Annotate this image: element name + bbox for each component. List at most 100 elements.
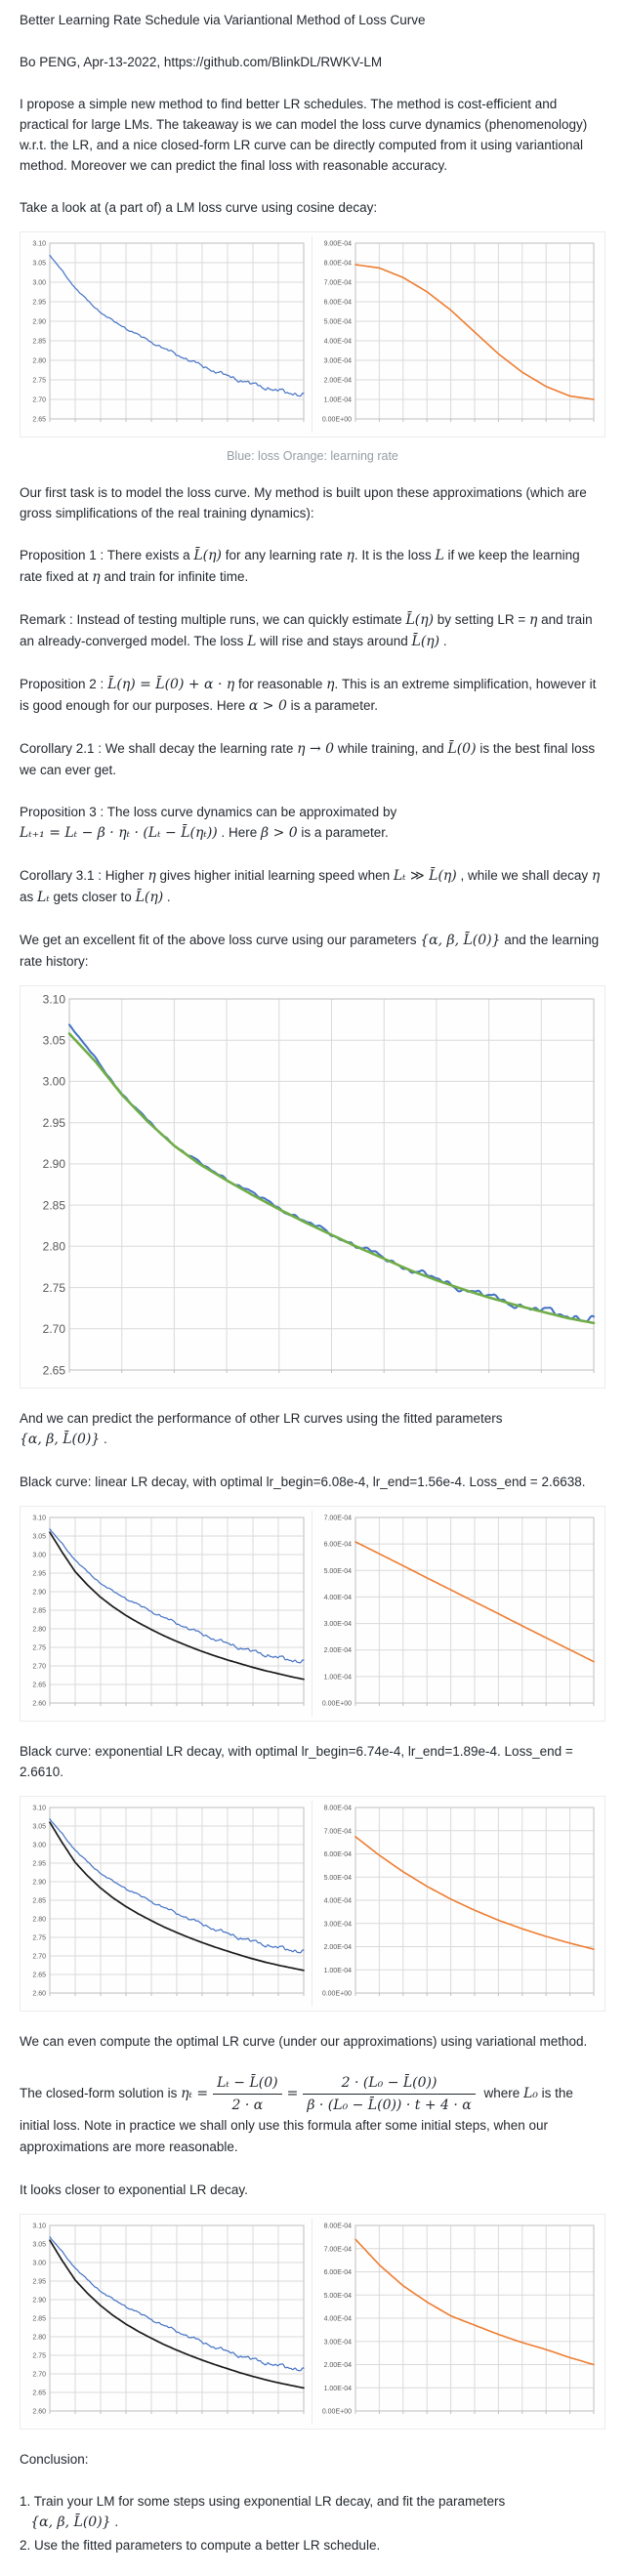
svg-text:2.95: 2.95 xyxy=(32,2279,46,2286)
svg-text:0.00E+00: 0.00E+00 xyxy=(322,1701,352,1708)
proposition-2: Proposition 2 : L̄(η) = L̄(0) + α · η fo… xyxy=(20,677,597,714)
svg-text:3.05: 3.05 xyxy=(32,2242,46,2249)
closer-paragraph: It looks closer to exponential LR decay. xyxy=(20,2182,248,2197)
take-look-paragraph: Take a look at (a part of) a LM loss cur… xyxy=(20,200,378,215)
svg-text:2.90: 2.90 xyxy=(32,319,46,326)
svg-text:2.85: 2.85 xyxy=(32,339,46,346)
svg-text:3.00E-04: 3.00E-04 xyxy=(324,358,353,365)
svg-text:0.00E+00: 0.00E+00 xyxy=(322,1991,352,1998)
loss-chart-cosine: 3.10 3.05 3.00 2.95 2.90 2.85 2.80 2.75 2.70 2.65 xyxy=(24,236,311,433)
page-title: Better Learning Rate Schedule via Varian… xyxy=(20,13,426,27)
figure-caption: Blue: loss Orange: learning rate xyxy=(227,449,398,463)
svg-text:2.80: 2.80 xyxy=(32,358,46,365)
remark: Remark : Instead of testing multiple run… xyxy=(20,612,593,649)
svg-text:3.10: 3.10 xyxy=(43,992,66,1006)
conclusion-heading: Conclusion: xyxy=(20,2452,89,2467)
loss-chart-exponential: 3.10 3.05 3.00 2.95 2.90 2.85 2.80 2.75 2.70 2.65… xyxy=(24,1801,311,2007)
conclusion-item-1: 1. Train your LM for some steps using ex… xyxy=(20,2494,506,2530)
linear-decay-paragraph: Black curve: linear LR decay, with optim… xyxy=(20,1475,586,1489)
corollary-3-1: Corollary 3.1 : Higher η gives higher in… xyxy=(20,868,601,905)
svg-text:2.75: 2.75 xyxy=(43,1281,66,1295)
svg-text:4.00E-04: 4.00E-04 xyxy=(324,339,353,346)
svg-text:2.70: 2.70 xyxy=(32,1664,46,1671)
svg-text:2.70: 2.70 xyxy=(43,1322,66,1336)
svg-text:2.80: 2.80 xyxy=(32,1917,46,1924)
svg-text:1.00E-04: 1.00E-04 xyxy=(324,397,353,404)
svg-text:2.65: 2.65 xyxy=(43,1363,66,1377)
byline: Bo PENG, Apr-13-2022, https://github.com… xyxy=(20,55,383,69)
loss-panel: 3.10 3.05 3.00 2.95 2.90 2.85 2.80 2.75 2.70 2.65… xyxy=(24,1801,311,2007)
svg-text:2.95: 2.95 xyxy=(43,1116,66,1130)
svg-text:2.90: 2.90 xyxy=(43,1157,66,1171)
svg-text:2.65: 2.65 xyxy=(32,417,46,424)
loss-panel: 3.10 3.05 3.00 2.95 2.90 2.85 2.80 2.75 2.70 2.65 xyxy=(24,236,311,433)
svg-text:1.00E-04: 1.00E-04 xyxy=(324,1674,353,1681)
svg-text:7.00E-04: 7.00E-04 xyxy=(324,1516,353,1522)
figure-exp-decay-pair: 3.10 3.05 3.00 2.95 2.90 2.85 2.80 2.75 2.70 2.65… xyxy=(20,1796,605,2012)
conclusion-item-2: 2. Use the fitted parameters to compute … xyxy=(20,2538,381,2553)
svg-text:0.00E+00: 0.00E+00 xyxy=(322,417,352,424)
svg-text:2.90: 2.90 xyxy=(32,1590,46,1597)
lr-chart-variational: 8.00E-04 7.00E-04 6.00E-04 5.00E-04 4.00E-04… xyxy=(314,2219,601,2425)
svg-text:3.05: 3.05 xyxy=(32,261,46,268)
svg-text:2.75: 2.75 xyxy=(32,378,46,385)
svg-text:8.00E-04: 8.00E-04 xyxy=(324,1806,353,1812)
svg-text:2.85: 2.85 xyxy=(43,1198,66,1212)
figure-variational-pair: 3.10 3.05 3.00 2.95 2.90 2.85 2.80 2.75 2.70 2.65… xyxy=(20,2214,605,2430)
svg-text:3.00E-04: 3.00E-04 xyxy=(324,1921,353,1928)
svg-text:2.65: 2.65 xyxy=(32,2390,46,2397)
lr-panel: 8.00E-04 7.00E-04 6.00E-04 5.00E-04 4.00E-04… xyxy=(312,1801,601,2007)
svg-text:3.05: 3.05 xyxy=(32,1534,46,1541)
svg-text:2.95: 2.95 xyxy=(32,1861,46,1868)
lr-panel: 8.00E-04 7.00E-04 6.00E-04 5.00E-04 4.00E-04… xyxy=(312,2219,601,2425)
lr-chart-cosine: 9.00E-04 8.00E-04 7.00E-04 6.00E-04 5.00E-04… xyxy=(314,236,601,433)
svg-text:0.00E+00: 0.00E+00 xyxy=(322,2409,352,2416)
svg-text:2.60: 2.60 xyxy=(32,2409,46,2416)
svg-text:8.00E-04: 8.00E-04 xyxy=(324,261,353,268)
svg-text:7.00E-04: 7.00E-04 xyxy=(324,1828,353,1835)
optimal-lr-paragraph: We can even compute the optimal LR curve… xyxy=(20,2034,588,2049)
svg-text:6.00E-04: 6.00E-04 xyxy=(324,300,353,307)
svg-text:2.80: 2.80 xyxy=(43,1240,66,1254)
svg-text:2.70: 2.70 xyxy=(32,397,46,404)
svg-text:2.65: 2.65 xyxy=(32,1973,46,1979)
svg-text:5.00E-04: 5.00E-04 xyxy=(324,1875,353,1882)
svg-text:3.05: 3.05 xyxy=(43,1034,66,1048)
svg-text:2.60: 2.60 xyxy=(32,1991,46,1998)
svg-text:2.90: 2.90 xyxy=(32,1880,46,1887)
svg-text:3.00E-04: 3.00E-04 xyxy=(324,2339,353,2346)
loss-panel: 3.10 3.05 3.00 2.95 2.90 2.85 2.80 2.75 2.70 2.65… xyxy=(24,1511,311,1717)
svg-text:2.95: 2.95 xyxy=(32,1571,46,1578)
figure-linear-decay-pair: 3.10 3.05 3.00 2.95 2.90 2.85 2.80 2.75 2.70 2.65… xyxy=(20,1506,605,1722)
svg-text:2.85: 2.85 xyxy=(32,1898,46,1905)
svg-text:7.00E-04: 7.00E-04 xyxy=(324,280,353,287)
svg-text:2.00E-04: 2.00E-04 xyxy=(324,1647,353,1654)
svg-text:3.00: 3.00 xyxy=(32,2261,46,2267)
svg-text:4.00E-04: 4.00E-04 xyxy=(324,2316,353,2323)
fit-paragraph: We get an excellent fit of the above los… xyxy=(20,933,600,969)
svg-text:2.00E-04: 2.00E-04 xyxy=(324,378,353,385)
svg-text:3.00: 3.00 xyxy=(32,1843,46,1849)
svg-text:5.00E-04: 5.00E-04 xyxy=(324,1568,353,1575)
svg-text:2.95: 2.95 xyxy=(32,300,46,307)
svg-text:1.00E-04: 1.00E-04 xyxy=(324,1968,353,1974)
svg-text:2.75: 2.75 xyxy=(32,1935,46,1942)
svg-text:2.65: 2.65 xyxy=(32,1683,46,1689)
svg-text:6.00E-04: 6.00E-04 xyxy=(324,2269,353,2276)
svg-text:9.00E-04: 9.00E-04 xyxy=(324,241,353,248)
closed-form-formula: The closed-form solution is ηₜ = Lₜ − L̄(… xyxy=(20,2075,573,2154)
lr-chart-exponential: 8.00E-04 7.00E-04 6.00E-04 5.00E-04 4.00E-04… xyxy=(314,1801,601,2007)
proposition-3: Proposition 3 : The loss curve dynamics … xyxy=(20,805,397,841)
svg-text:8.00E-04: 8.00E-04 xyxy=(324,2223,353,2230)
svg-text:2.00E-04: 2.00E-04 xyxy=(324,1944,353,1951)
figure-loss-fit: 3.10 3.05 3.00 2.95 2.90 2.85 2.80 2.75 2.70 2.65 xyxy=(20,985,605,1389)
loss-fit-chart: 3.10 3.05 3.00 2.95 2.90 2.85 2.80 2.75 2.70 2.65 xyxy=(24,990,601,1384)
svg-text:2.70: 2.70 xyxy=(32,1954,46,1961)
svg-text:3.10: 3.10 xyxy=(32,1516,46,1522)
loss-panel: 3.10 3.05 3.00 2.95 2.90 2.85 2.80 2.75 2.70 2.65… xyxy=(24,2219,311,2425)
svg-text:2.90: 2.90 xyxy=(32,2298,46,2305)
svg-text:4.00E-04: 4.00E-04 xyxy=(324,1898,353,1905)
svg-text:6.00E-04: 6.00E-04 xyxy=(324,1542,353,1549)
svg-text:2.70: 2.70 xyxy=(32,2372,46,2379)
figure-cosine-decay-pair: 3.10 3.05 3.00 2.95 2.90 2.85 2.80 2.75 2.70 2.65… xyxy=(20,231,605,437)
